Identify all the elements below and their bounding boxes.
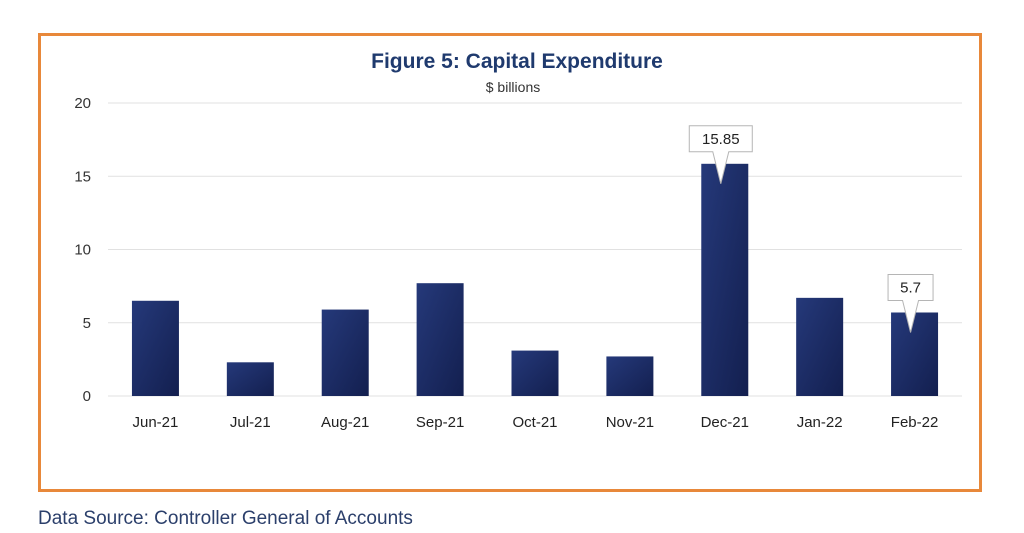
callout-label: 15.85: [702, 131, 740, 148]
bar-feb-22: [891, 312, 939, 396]
x-tick-label: Jan-22: [797, 414, 843, 431]
y-tick-label: 5: [83, 315, 91, 332]
bar-oct-21: [511, 350, 559, 396]
x-tick-label: Oct-21: [512, 414, 557, 431]
x-tick-label: Dec-21: [701, 414, 749, 431]
x-tick-label: Feb-22: [891, 414, 939, 431]
chart-frame: [38, 33, 982, 492]
bar-dec-21: [701, 163, 749, 396]
y-tick-label: 20: [74, 95, 91, 112]
bar-sep-21: [416, 283, 464, 396]
chart-title: Figure 5: Capital Expenditure: [371, 50, 663, 73]
x-tick-label: Jun-21: [133, 414, 179, 431]
x-axis-ticks: Jun-21 Jul-21 Aug-21 Sep-21 Oct-21 Nov-21 Dec-…: [133, 414, 939, 431]
callouts: 15.85 5.7: [688, 125, 934, 333]
bar-aug-21: [321, 309, 369, 396]
data-source-note: Data Source: Controller General of Accou…: [38, 508, 413, 529]
callout-box: [688, 125, 753, 184]
bar-jul-21: [226, 362, 274, 396]
bar-jan-22: [796, 297, 844, 396]
y-tick-label: 15: [74, 168, 91, 185]
x-tick-label: Jul-21: [230, 414, 271, 431]
x-tick-label: Nov-21: [606, 414, 654, 431]
y-tick-label: 10: [74, 242, 91, 259]
callout-box: [887, 273, 934, 333]
callout-feb-22: 5.7: [887, 273, 934, 333]
bar-jun-21: [131, 300, 179, 396]
bar-nov-21: [606, 356, 654, 396]
callout-dec-21: 15.85: [688, 125, 753, 184]
callout-label: 5.7: [900, 279, 921, 296]
bars: [131, 163, 939, 396]
y-axis-ticks: 0 5 10 15 20: [74, 95, 91, 405]
x-tick-label: Aug-21: [321, 414, 369, 431]
chart-subtitle: $ billions: [486, 79, 540, 95]
y-tick-label: 0: [83, 388, 91, 405]
x-tick-label: Sep-21: [416, 414, 464, 431]
